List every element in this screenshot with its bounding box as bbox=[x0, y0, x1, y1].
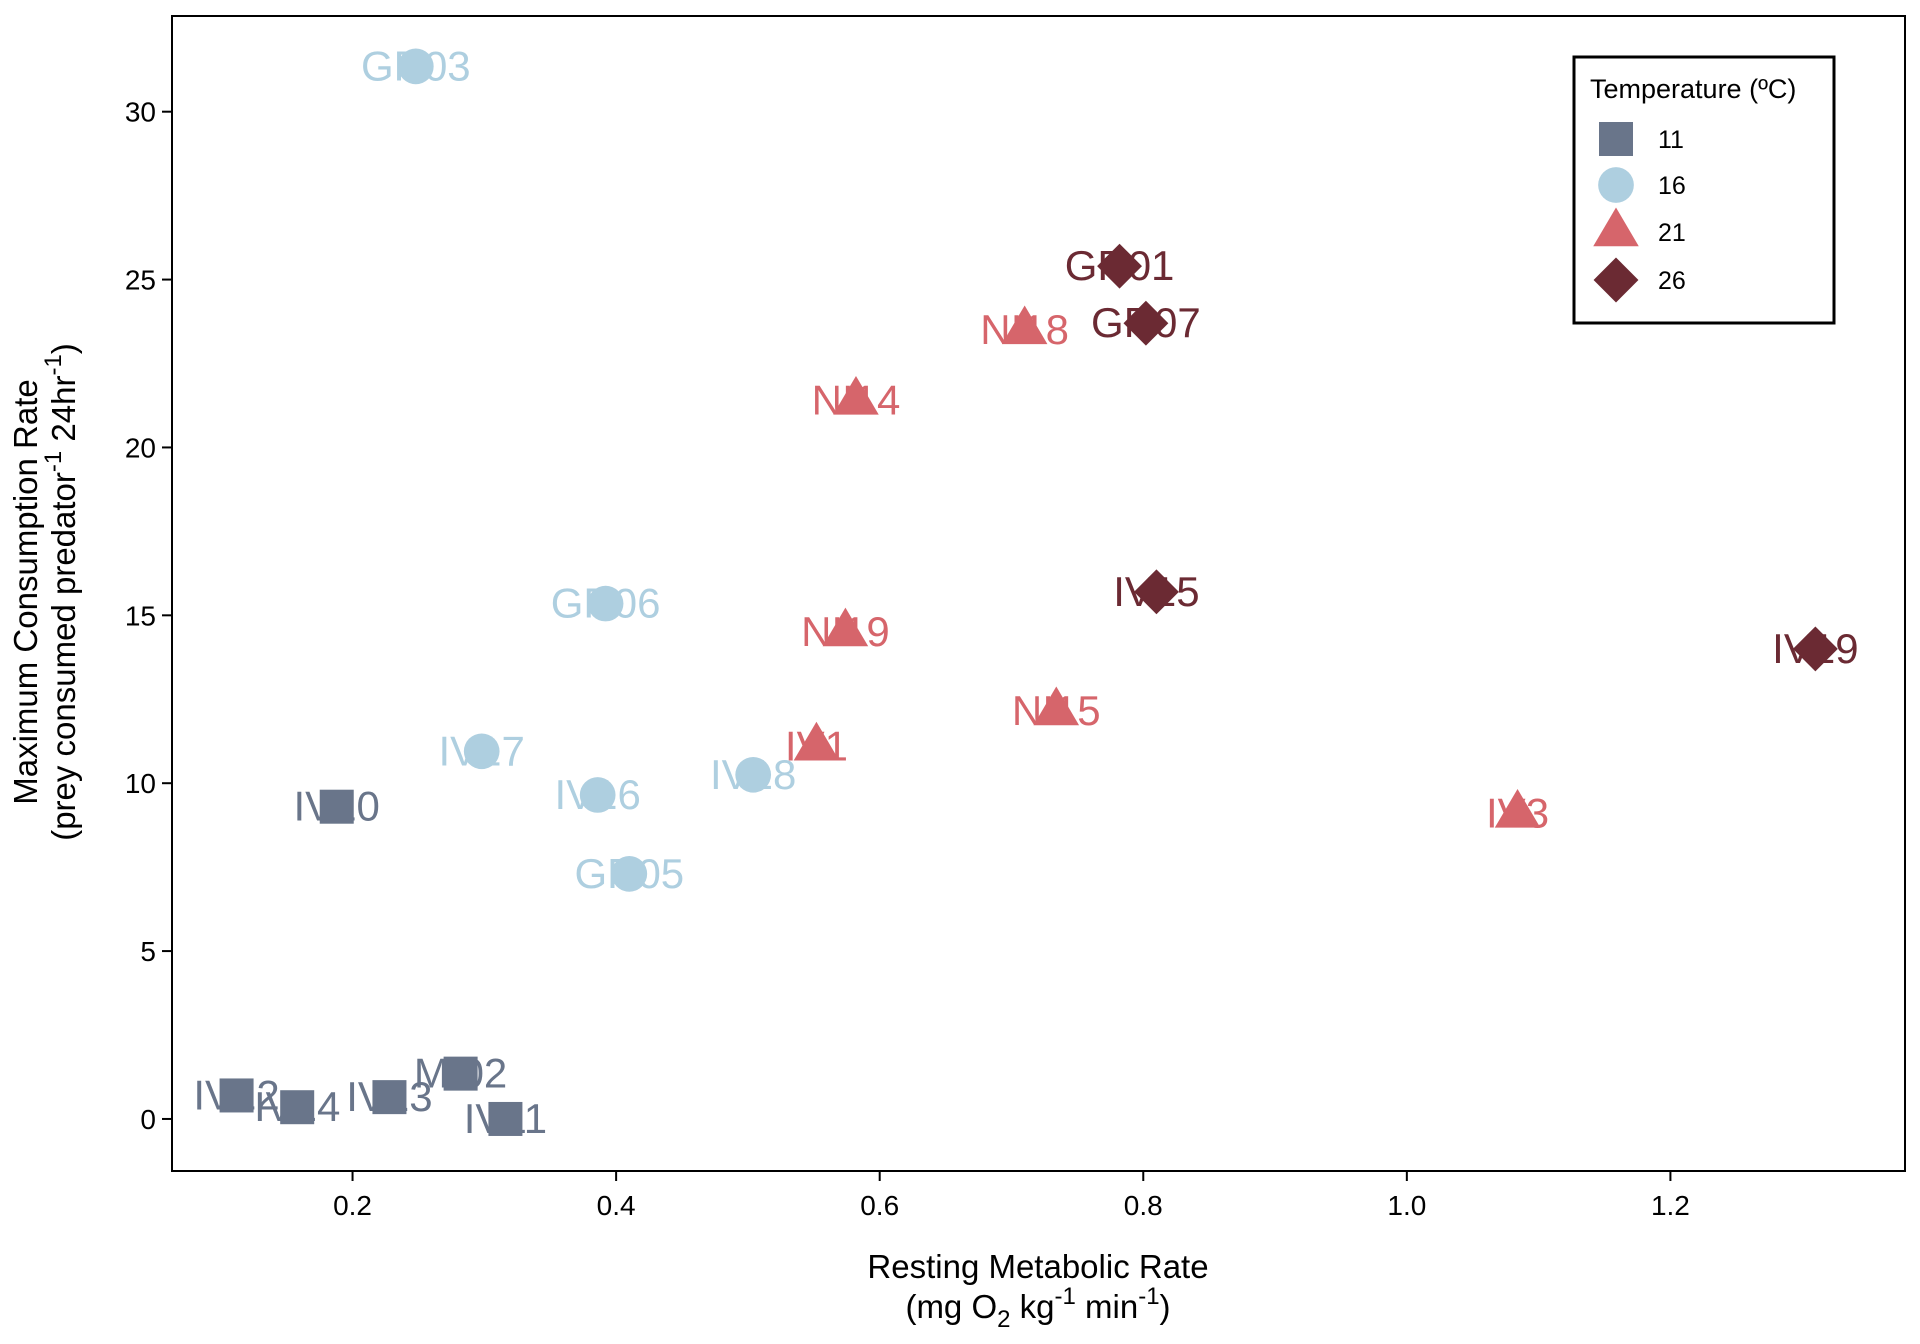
point-marker-diamond bbox=[1134, 569, 1179, 615]
legend-title: Temperature (ºC) bbox=[1590, 74, 1796, 104]
point-marker-circle bbox=[587, 585, 624, 622]
x-axis-title-units: (mg O2 kg-1 min-1) bbox=[905, 1283, 1170, 1333]
point-marker-triangle bbox=[793, 721, 840, 761]
point-marker-triangle bbox=[1033, 686, 1080, 726]
y-tick-label: 15 bbox=[125, 600, 156, 631]
point-marker-square bbox=[319, 789, 354, 824]
y-tick-label: 25 bbox=[125, 265, 156, 296]
legend-key-triangle bbox=[1593, 207, 1639, 247]
legend-entries: 11 16 21 26 bbox=[1593, 122, 1686, 303]
point-marker-circle bbox=[611, 856, 648, 892]
point-marker-triangle bbox=[1494, 788, 1541, 828]
x-axis: 0.2 0.4 0.6 0.8 1.0 1.2 bbox=[333, 1171, 1690, 1221]
y-axis-title: Maximum Consumption Rate bbox=[7, 379, 44, 805]
legend: Temperature (ºC) 11 16 21 26 bbox=[1572, 55, 1836, 325]
point-marker-square bbox=[488, 1101, 523, 1136]
x-axis-title: Resting Metabolic Rate bbox=[867, 1248, 1208, 1285]
y-tick-label: 20 bbox=[125, 432, 156, 463]
point-marker-square bbox=[443, 1056, 478, 1091]
x-tick-label: 1.2 bbox=[1651, 1190, 1690, 1221]
y-tick-label: 30 bbox=[125, 97, 156, 128]
y-axis: 0 5 10 15 20 25 30 bbox=[125, 97, 172, 1135]
point-marker-square bbox=[219, 1078, 254, 1113]
point-marker-diamond bbox=[1123, 300, 1169, 346]
x-tick-label: 0.4 bbox=[597, 1190, 636, 1221]
legend-label: 16 bbox=[1658, 172, 1686, 200]
y-tick-label: 5 bbox=[140, 936, 156, 967]
point-marker-triangle bbox=[1001, 305, 1048, 345]
point-marker-circle bbox=[463, 733, 500, 770]
point-marker-triangle bbox=[822, 607, 869, 647]
point-markers bbox=[219, 48, 1838, 1136]
point-marker-square bbox=[280, 1090, 315, 1125]
point-marker-triangle bbox=[833, 375, 879, 415]
legend-key-circle bbox=[1598, 167, 1634, 203]
point-marker-circle bbox=[579, 777, 616, 813]
legend-label: 11 bbox=[1658, 126, 1684, 154]
x-tick-label: 0.8 bbox=[1124, 1190, 1163, 1221]
point-marker-circle bbox=[397, 48, 434, 85]
y-tick-label: 10 bbox=[125, 768, 156, 799]
legend-label: 26 bbox=[1658, 267, 1686, 295]
y-tick-label: 0 bbox=[140, 1104, 156, 1135]
x-tick-label: 1.0 bbox=[1387, 1190, 1426, 1221]
legend-label: 21 bbox=[1658, 219, 1686, 247]
point-marker-circle bbox=[735, 756, 772, 793]
x-tick-label: 0.2 bbox=[333, 1190, 372, 1221]
point-marker-diamond bbox=[1792, 626, 1838, 672]
y-axis-title-units: (prey consumed predator-1 24hr-1) bbox=[40, 343, 82, 841]
point-marker-diamond bbox=[1097, 243, 1142, 289]
legend-key-diamond bbox=[1593, 257, 1639, 303]
x-tick-label: 0.6 bbox=[860, 1190, 899, 1221]
point-marker-square bbox=[372, 1080, 407, 1115]
legend-key-square bbox=[1599, 122, 1633, 156]
